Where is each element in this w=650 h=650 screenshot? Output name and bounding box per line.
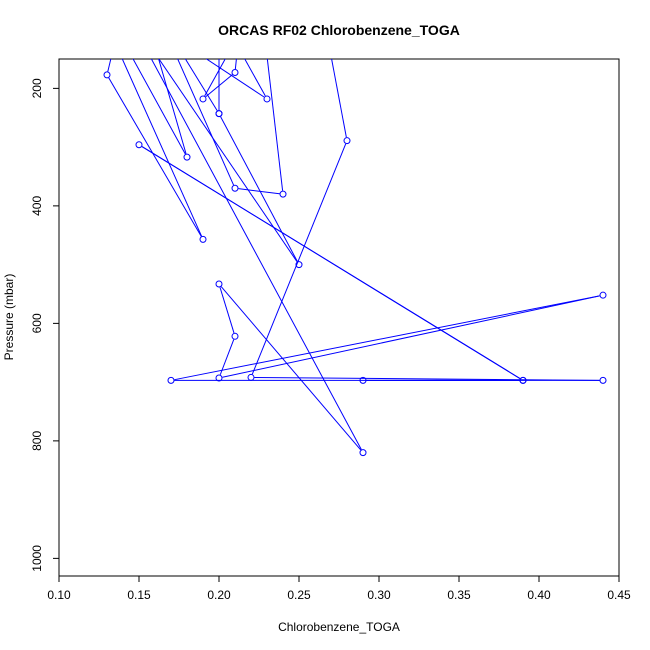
x-tick-label: 0.45 (607, 588, 631, 602)
y-axis-label: Pressure (mbar) (2, 274, 16, 361)
y-tick-label: 1000 (30, 545, 44, 572)
series-line-segment (220, 286, 362, 451)
data-point (167, 376, 175, 384)
data-point (359, 376, 367, 384)
y-tick-label: 600 (30, 313, 44, 333)
series-line-segment (108, 77, 202, 237)
data-point (232, 38, 238, 44)
series-line-segment (132, 59, 186, 155)
data-point (519, 376, 527, 384)
y-tick-label: 800 (30, 431, 44, 451)
data-point (215, 110, 223, 118)
x-tick-label: 0.15 (127, 588, 151, 602)
data-point (231, 332, 239, 340)
series-line-segment (251, 143, 347, 375)
data-point (343, 137, 351, 145)
series-line-segment (331, 59, 347, 138)
series-line-segment (141, 146, 521, 379)
series-line-segment (238, 188, 280, 195)
x-tick-label: 0.35 (447, 588, 471, 602)
x-tick-label: 0.10 (47, 588, 71, 602)
y-tick-label: 200 (30, 78, 44, 98)
x-tick-label: 0.30 (367, 588, 391, 602)
x-tick-label: 0.20 (207, 588, 231, 602)
data-point (215, 280, 223, 288)
series-line-segment (254, 376, 600, 381)
x-axis-label: Chlorobenzene_TOGA (278, 620, 400, 634)
data-point (231, 184, 239, 192)
data-point (168, 33, 174, 39)
series-line-segment (266, 59, 284, 191)
data-point (279, 190, 287, 198)
chart-title: ORCAS RF02 Chlorobenzene_TOGA (218, 22, 460, 38)
data-point (135, 141, 143, 149)
series-line-segment (158, 59, 298, 263)
series-line-segment (222, 295, 600, 378)
x-axis: 0.10 0.15 0.20 0.25 0.30 0.35 0.40 0.45 (47, 575, 631, 602)
x-tick-label: 0.25 (287, 588, 311, 602)
series-line-segment (219, 339, 235, 375)
series-line-segment (244, 59, 266, 97)
data-point (216, 44, 222, 50)
data-point (295, 261, 303, 269)
series-line-segment (184, 59, 218, 111)
series-line-segment (121, 59, 203, 237)
series-layer (103, 3, 607, 457)
data-point (103, 71, 111, 79)
data-point (199, 235, 207, 243)
data-point (231, 69, 239, 77)
series-line-segment (219, 287, 235, 334)
data-point (263, 95, 271, 103)
data-point (599, 291, 607, 299)
data-point (120, 3, 126, 9)
series-line-segment (150, 59, 362, 450)
data-point (215, 374, 223, 382)
data-point (247, 373, 255, 381)
y-axis: 200 400 600 800 1000 (30, 78, 60, 572)
series-line-segment (220, 116, 298, 262)
data-point (199, 95, 207, 103)
series-line-segment (177, 59, 235, 186)
data-point (183, 153, 191, 161)
x-tick-label: 0.40 (527, 588, 551, 602)
y-tick-label: 400 (30, 196, 44, 216)
data-point (359, 449, 367, 457)
data-point (599, 376, 607, 384)
series-line-segment (158, 59, 187, 154)
series-line-segment (174, 295, 600, 381)
